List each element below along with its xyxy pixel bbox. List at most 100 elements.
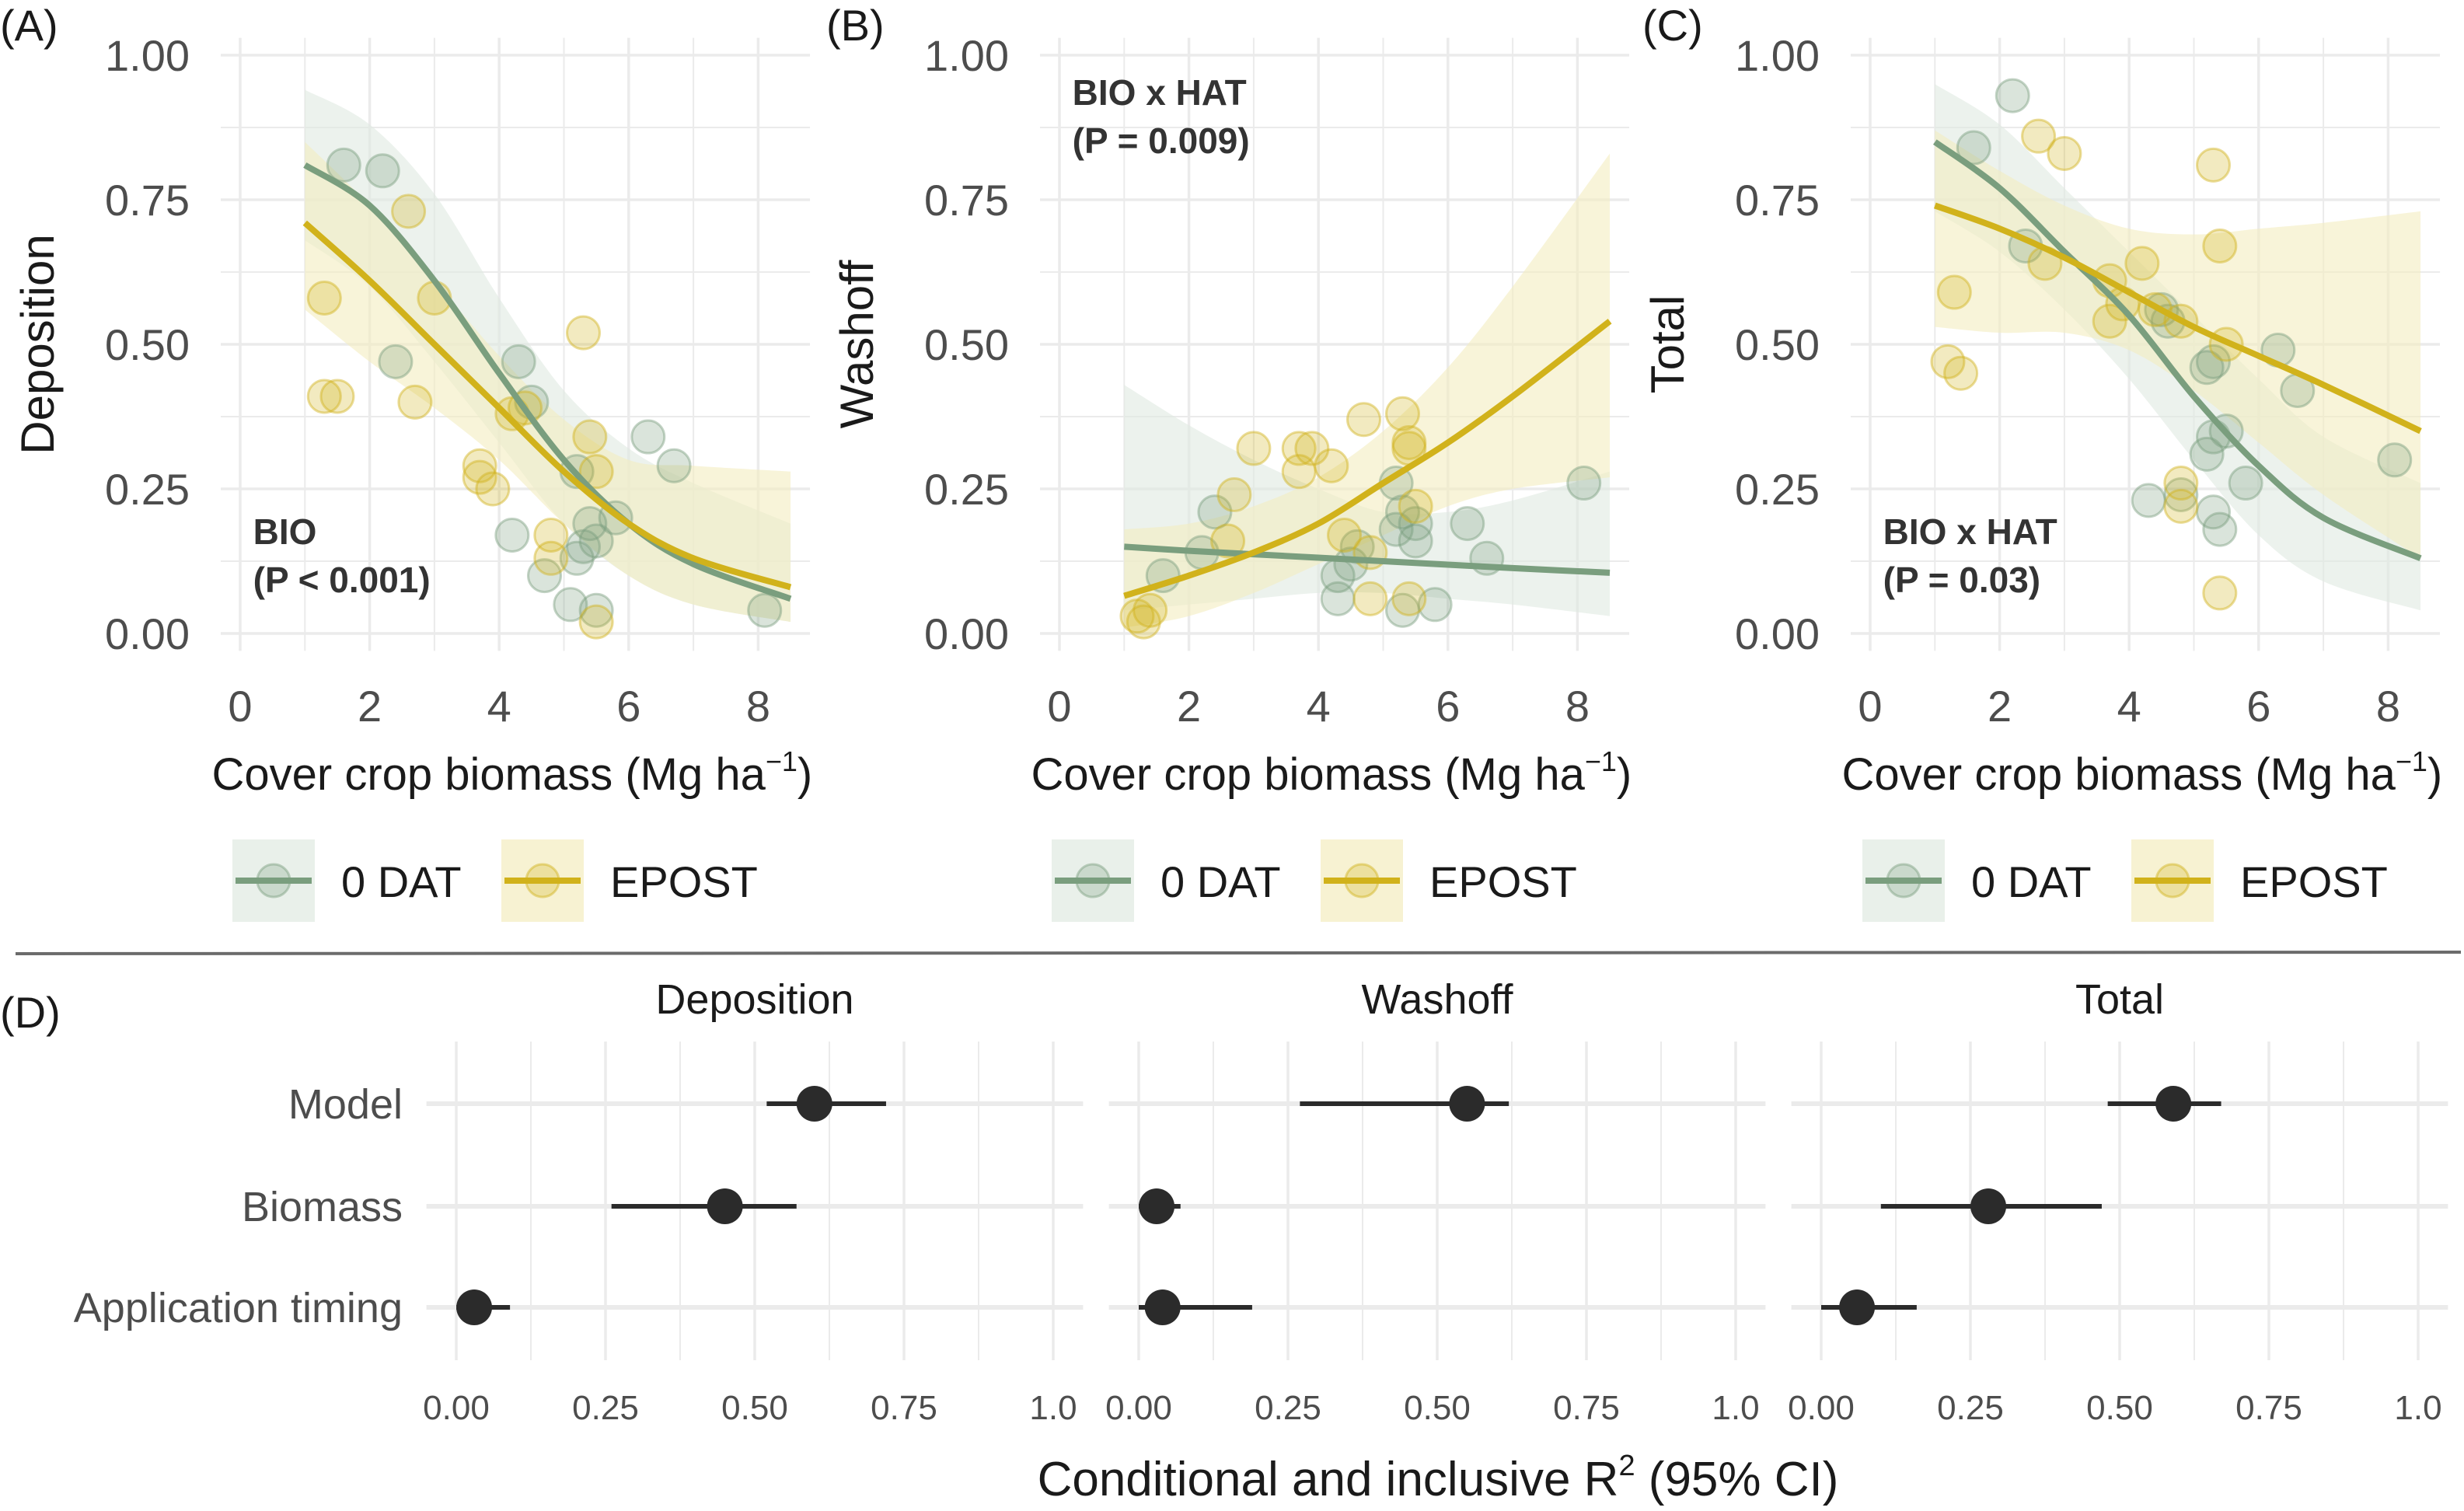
confidence-band-epost [1124, 153, 1611, 628]
panel-label: (D) [0, 988, 61, 1037]
data-point-epost [1936, 274, 1972, 310]
legend-label: 0 DAT [1160, 857, 1281, 906]
data-point-epost [533, 540, 569, 576]
panel-c: 0.00 0.25 0.50 0.75 1.00 0 2 4 6 8 Total Cover crop… [1642, 1, 2442, 922]
x-axis-title-text: Cover crop biomass (Mg ha [1031, 749, 1585, 800]
data-point-epost [462, 459, 497, 495]
x-tick-label: 0.00 [1105, 1389, 1172, 1427]
y-tick-label: 0.25 [105, 465, 190, 514]
data-point-dat0 [553, 587, 588, 623]
x-axis-title-end: (95% CI) [1635, 1453, 1839, 1506]
y-tick-label: 0.00 [1735, 609, 1820, 658]
x-tick-label: 0.75 [871, 1389, 937, 1427]
x-tick-label: 0.25 [572, 1389, 639, 1427]
data-point-dat0 [559, 540, 595, 576]
x-axis-title-end: ) [2427, 749, 2442, 800]
row-label: Biomass [242, 1184, 403, 1230]
x-tick-label: 0 [228, 682, 252, 731]
y-tick-label: 1.00 [105, 31, 190, 80]
data-point-epost [578, 454, 614, 490]
data-point-dat0 [365, 153, 400, 189]
data-point-dat0 [2377, 442, 2413, 478]
data-point-epost [1398, 488, 1433, 524]
y-axis-title: Washoff [831, 260, 883, 428]
x-tick-label: 0.50 [721, 1389, 788, 1427]
x-tick-label: 4 [487, 682, 511, 731]
y-tick-label: 0.25 [1735, 465, 1820, 514]
y-tick-label: 0.75 [924, 176, 1009, 225]
data-point-epost [1126, 604, 1161, 640]
data-point-epost [578, 604, 614, 640]
data-point-epost [1236, 431, 1272, 466]
x-tick-label: 0.00 [423, 1389, 490, 1427]
fit-line-dat0 [1932, 139, 2422, 561]
data-point-epost [2195, 147, 2231, 183]
data-point-dat0 [2131, 483, 2166, 518]
data-point-dat0 [1339, 529, 1375, 564]
x-tick-label: 0.75 [1553, 1389, 1620, 1427]
data-point-dat0 [656, 448, 692, 483]
x-tick-label: 0.25 [1255, 1389, 1321, 1427]
y-tick-label: 0.75 [105, 176, 190, 225]
data-point-epost [1346, 402, 1382, 438]
data-point-epost [475, 471, 511, 507]
legend: 0 DAT EPOST [232, 839, 758, 922]
data-point-epost [1133, 592, 1168, 628]
facet-title: Washoff [1361, 976, 1513, 1023]
data-point-epost [1314, 448, 1349, 483]
x-axis-title-superscript: 2 [1618, 1450, 1635, 1482]
row-label: Application timing [74, 1285, 403, 1331]
data-point-epost [2202, 229, 2238, 264]
panel-label: (C) [1642, 1, 1703, 50]
x-axis-title-superscript: −1 [2396, 745, 2427, 777]
data-point-dat0 [2202, 511, 2238, 547]
panel-label: (B) [826, 1, 885, 50]
data-point-dat0 [565, 529, 601, 564]
x-tick-label: 8 [746, 682, 770, 731]
x-tick-label: 0.00 [1788, 1389, 1855, 1427]
annotation-effect: BIO x HAT [1073, 72, 1247, 113]
y-tick-label: 1.00 [1735, 31, 1820, 80]
data-point-epost [2163, 466, 2199, 501]
data-point-dat0 [1320, 581, 1356, 616]
x-axis-title-superscript: −1 [1585, 745, 1617, 777]
x-tick-label: 0 [1047, 682, 1071, 731]
data-point-dat0 [326, 147, 361, 183]
data-point-epost [1391, 581, 1427, 616]
x-tick-label: 6 [2246, 682, 2270, 731]
x-tick-label: 0.50 [2086, 1389, 2153, 1427]
facet-title: Total [2075, 976, 2164, 1023]
estimate-point [1449, 1086, 1485, 1122]
data-point-epost [1216, 476, 1252, 512]
legend: 0 DAT EPOST [1862, 839, 2388, 922]
fit-line-dat0 [303, 162, 792, 602]
panel-d: (D) Model Biomass Application timing Deposit… [0, 976, 2448, 1506]
x-axis-title-text: Conditional and inclusive R [1038, 1453, 1619, 1506]
data-point-dat0 [501, 344, 536, 379]
data-point-epost [306, 280, 342, 316]
y-tick-label: 0.50 [105, 320, 190, 369]
x-tick-label: 8 [2376, 682, 2400, 731]
estimate-point [796, 1086, 832, 1122]
x-tick-label: 0.25 [1937, 1389, 2004, 1427]
confidence-band-epost [1935, 130, 2421, 559]
x-axis-title-end: ) [797, 749, 812, 800]
data-point-epost [319, 379, 355, 414]
data-point-epost [2092, 303, 2127, 339]
annotation-p-value: (P < 0.001) [253, 560, 431, 600]
data-point-dat0 [2228, 466, 2263, 501]
data-point-epost [1294, 431, 1330, 466]
data-point-epost [1391, 424, 1427, 460]
estimate-point [1144, 1289, 1181, 1325]
data-point-epost [2021, 118, 2057, 154]
data-point-dat0 [1566, 466, 1602, 501]
fit-line-epost [1123, 319, 1612, 599]
x-tick-label: 0.50 [1404, 1389, 1471, 1427]
panel-a: 0.00 0.25 0.50 0.75 1.00 0 2 4 6 8 Deposition Cover… [0, 1, 812, 922]
x-axis-title: Cover crop biomass (Mg ha−1) [211, 745, 812, 800]
x-tick-label: 6 [616, 682, 640, 731]
facet-total: Total 0.00 0.25 0.50 0.75 1.0 [1788, 976, 2448, 1427]
data-point-dat0 [1378, 511, 1414, 547]
data-point-dat0 [527, 558, 563, 594]
data-point-dat0 [378, 344, 414, 379]
